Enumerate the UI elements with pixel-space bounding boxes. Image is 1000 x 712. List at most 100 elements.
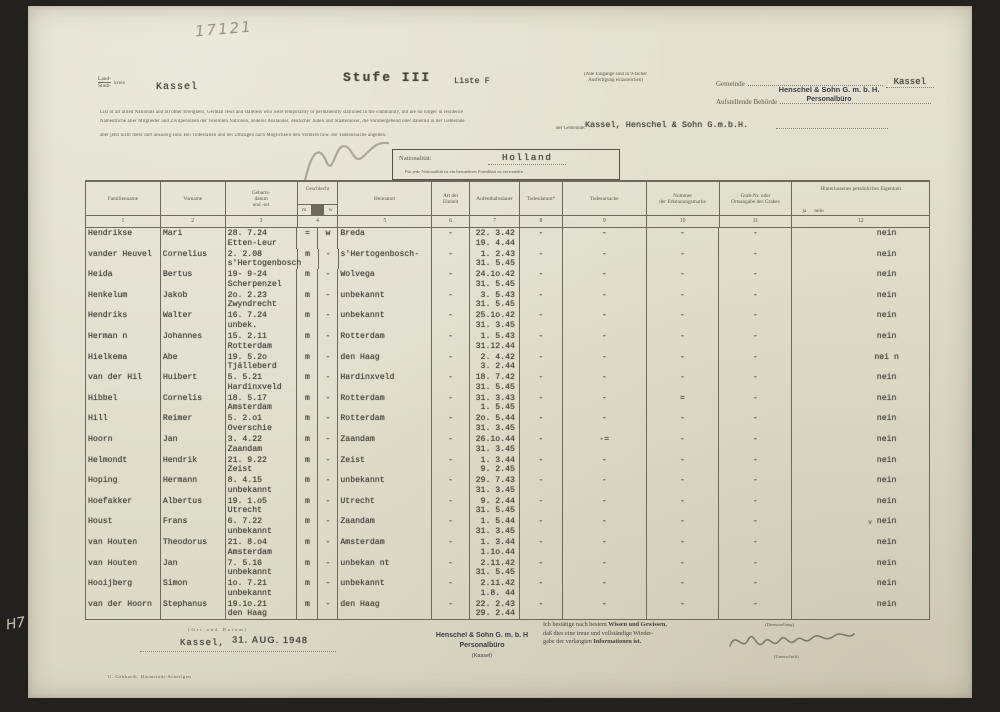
table-cell: 19.1o.21 den Haag (226, 598, 298, 620)
column-header-erkennungsmarke: Nummer der Erkennungsmarke (647, 182, 720, 215)
column-number-row: 1 2 3 4 5 6 7 8 9 10 11 12 (86, 216, 929, 228)
column-header-grab: Grab-Nr. oder Ortsangabe des Grabes (720, 182, 793, 215)
table-cell: - (563, 413, 647, 434)
table-cell: - (432, 228, 471, 249)
intro-line-3: aber jetzt nicht mehr dort ansässig sind… (100, 133, 387, 138)
table-cell: nein (876, 455, 897, 465)
table-cell: - (520, 228, 563, 249)
table-cell: Rotterdam (338, 330, 433, 352)
table-cell: vander Heuvel (86, 248, 161, 270)
kreis-stadt-label: Stadt- (98, 83, 112, 89)
table-cell: 7. 5.16 unbekannt (226, 557, 298, 579)
table-cell: - (318, 536, 339, 558)
table-cell: - (647, 495, 720, 517)
table-cell: nein v (868, 517, 897, 527)
intro-line-2: Namentliche aller Mitglieder und Zivilpe… (100, 119, 465, 124)
table-cell: 1. 3.44 1.1o.44 (470, 536, 520, 558)
table-cell: - (318, 578, 339, 599)
stamp-department: Personalbüro (806, 96, 852, 103)
table-cell: - (318, 598, 339, 620)
table-cell: m (297, 310, 319, 331)
table-row: Hielkema Abe 19. 5.2o Tjälleberd m - den Haag -… (86, 351, 929, 373)
table-cell: 21. 9.22 Zeist (226, 454, 298, 476)
table-cell: Hendrikse (86, 228, 161, 249)
table-cell: - (647, 372, 720, 393)
table-cell: Frans (161, 516, 226, 537)
table-cell: 5. 2.o1 Overschie (226, 413, 298, 434)
persons-table: Familienname Vorname Geburts- datum und … (85, 180, 930, 621)
table-cell: - (647, 269, 720, 290)
table-cell: Rotterdam (338, 413, 433, 434)
table-cell: unbekannt (338, 310, 433, 331)
table-cell: - (563, 536, 647, 558)
table-cell: - (318, 475, 339, 496)
table-cell: - (563, 228, 647, 249)
table-cell: - (719, 372, 793, 393)
table-cell: Jan (161, 433, 226, 455)
geschlecht-w-label: w (328, 207, 333, 213)
table-cell: Henkelum (86, 289, 161, 311)
table-cell: m (297, 372, 319, 393)
table-cell: 21. 8.o4 Amsterdam (226, 536, 298, 558)
table-cell: - (520, 557, 563, 579)
role-label: (Dienststellung) (765, 622, 794, 627)
table-cell: - (432, 248, 471, 270)
table-cell: - (719, 578, 793, 599)
pencil-check-mark: v (868, 519, 872, 527)
table-cell: den Haag (338, 598, 433, 620)
nationality-label: Nationalität: (399, 155, 432, 162)
table-cell: Theodorus (161, 536, 226, 558)
table-cell: 31. 3.43 1. 5.45 (470, 392, 520, 414)
table-cell: nein (876, 311, 897, 321)
table-cell: 2. 4.42 3. 2.44 (470, 351, 520, 373)
table-cell: nein (876, 373, 897, 383)
dotted-leader (747, 76, 883, 86)
table-cell: nein (876, 537, 897, 547)
table-cell: Mari (161, 228, 226, 249)
table-cell: - (563, 269, 647, 290)
table-cell: Jakob (161, 289, 226, 311)
table-cell: 18. 7.42 31. 5.45 (470, 372, 520, 393)
table-cell: - (432, 454, 471, 476)
ort-datum-label: (Ort und Datum) (188, 627, 249, 632)
table-cell: - (318, 516, 339, 537)
table-cell: 19. 1.o5 Utrecht (226, 495, 298, 517)
column-header-heimatort: Heimatort (338, 182, 433, 215)
table-cell: - (520, 372, 563, 393)
table-cell: - (432, 372, 471, 393)
table-cell: - (432, 598, 471, 620)
table-cell: - (520, 310, 563, 331)
table-row: van der Hil Huibert 5. 5.21 Hardinxveld m - Ha… (86, 372, 929, 393)
table-row: Hoping Hermann 8. 4.15 unbekannt m - unbekannt… (86, 475, 929, 496)
table-cell: - (520, 598, 563, 620)
table-cell: 2o. 5.44 31. 3.45 (470, 413, 520, 434)
table-cell: - (318, 269, 339, 290)
company-stamp-bottom: Henschel & Sohn G. m. b. H Personalbüro … (432, 631, 532, 661)
table-cell: 2o. 2.23 Zwyndrecht (226, 289, 298, 311)
date-stamp: 31. AUG. 1948 (231, 634, 309, 647)
table-cell: unbekan nt (338, 557, 433, 579)
kreis-land-label: Land- (98, 76, 112, 83)
table-cell: Breda (338, 228, 433, 249)
table-cell: Cornelius (161, 248, 226, 270)
table-cell: m (298, 248, 319, 270)
table-cell: = (297, 228, 319, 249)
table-cell: - (647, 598, 720, 620)
table-cell: Wolvega (338, 269, 433, 290)
table-cell: 8. 4.15 unbekannt (226, 475, 298, 496)
table-cell: - (563, 310, 647, 331)
company-stamp-top: Henschel & Sohn G. m. b. H. Personalbüro (754, 85, 904, 105)
signature (729, 633, 855, 647)
table-cell: nein (876, 599, 897, 609)
table-cell: nein (876, 496, 897, 506)
table-cell: - (520, 475, 563, 496)
column-header-eigentum: Hinterlassenes persönliches Eigentum ja … (792, 182, 929, 215)
stamp-city: (Kassel) (471, 653, 493, 659)
table-cell: - (520, 495, 563, 517)
table-cell: Bertus (161, 269, 226, 290)
table-cell: - (520, 269, 563, 290)
table-cell: Johannes (161, 330, 226, 352)
table-cell: 16. 7.24 unbek. (226, 310, 298, 331)
table-cell: - (520, 516, 563, 537)
table-cell: - (520, 413, 563, 434)
